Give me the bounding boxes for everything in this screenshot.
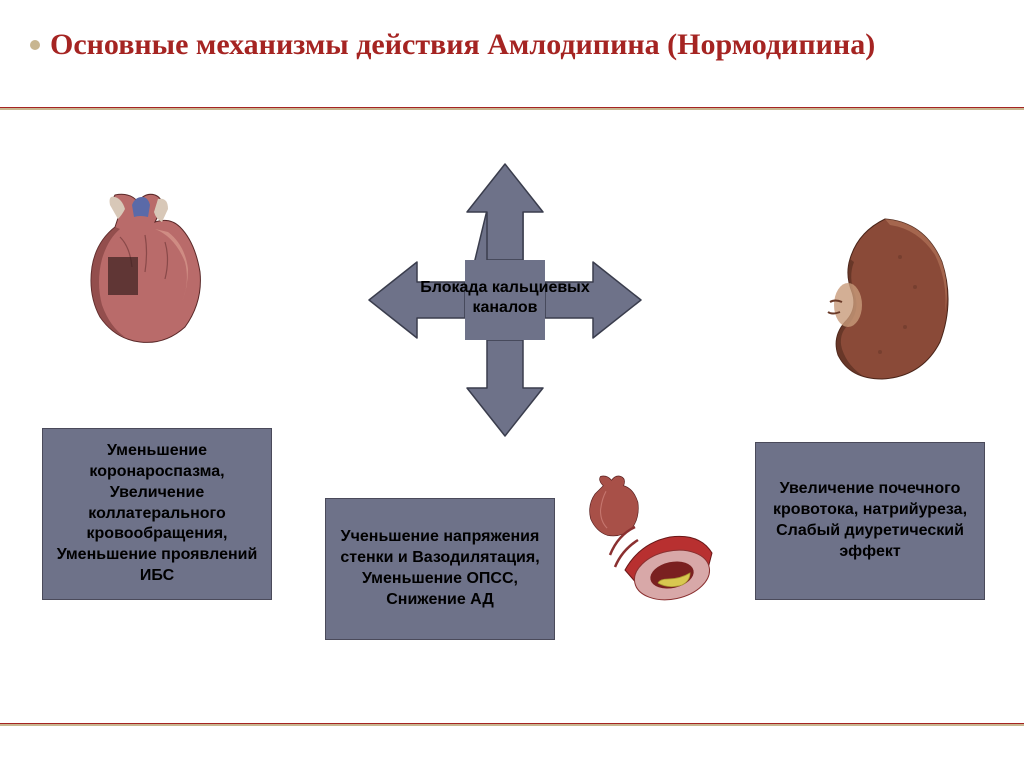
center-label: Блокада кальциевых каналов: [415, 278, 595, 318]
right-effect-box: Увеличение почечного кровотока, натрийур…: [755, 442, 985, 600]
footer-line-2: [0, 724, 1024, 726]
left-effect-box: Уменьшение коронароспазма, Увеличение ко…: [42, 428, 272, 600]
bottom-effect-box: Ученьшение напряжения стенки и Вазодилят…: [325, 498, 555, 640]
title-underline-2: [0, 108, 1024, 110]
heart-illustration: [60, 187, 230, 352]
vessel-illustration: [565, 470, 720, 615]
kidney-illustration: [790, 207, 960, 387]
title-bullet: [30, 40, 40, 50]
slide-title: Основные механизмы действия Амлодипина (…: [50, 26, 984, 72]
